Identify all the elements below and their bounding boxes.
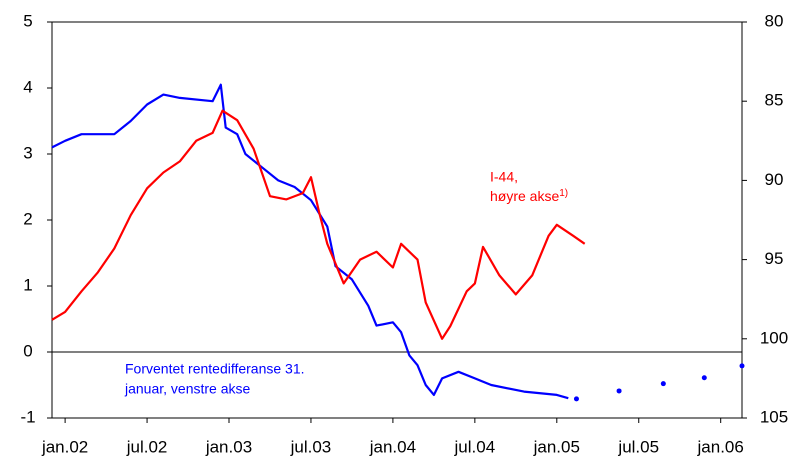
y-tick-label: 5 — [23, 11, 32, 30]
series-line — [51, 109, 586, 340]
x-tick-label: jan.03 — [205, 437, 252, 456]
forecast-dot — [573, 396, 579, 402]
y-tick-label: 0 — [23, 341, 32, 360]
y2-tick-label: 105 — [760, 407, 788, 426]
y-tick-label: 1 — [23, 275, 32, 294]
forecast-dot — [701, 375, 707, 381]
y-tick-label: 2 — [23, 209, 32, 228]
forecast-dot — [616, 388, 622, 394]
y2-tick-label: 85 — [765, 91, 784, 110]
y-tick-label: 3 — [23, 143, 32, 162]
y2-tick-label: 95 — [765, 249, 784, 268]
x-tick-label: jan.04 — [369, 437, 416, 456]
x-tick-label: jul.03 — [290, 437, 332, 456]
x-tick-label: jan.05 — [533, 437, 580, 456]
x-tick-label: jul.02 — [126, 437, 168, 456]
annotation: høyre akse1) — [490, 188, 568, 204]
y2-tick-label: 100 — [760, 328, 788, 347]
annotation: januar, venstre akse — [124, 381, 251, 397]
x-tick-label: jan.06 — [697, 437, 744, 456]
forecast-dot — [660, 381, 666, 387]
x-tick-label: jul.04 — [454, 437, 496, 456]
annotation: høyre akse — [490, 188, 559, 204]
series-line — [51, 83, 569, 400]
annotation: I-44, — [490, 169, 518, 185]
y2-tick-label: 90 — [765, 170, 784, 189]
forecast-dot — [739, 363, 745, 369]
y-tick-label: -1 — [20, 407, 35, 426]
x-tick-label: jul.05 — [617, 437, 659, 456]
y-tick-label: 4 — [23, 77, 32, 96]
plot-frame — [51, 21, 743, 419]
annotation: Forventet rentedifferanse 31. — [125, 361, 305, 377]
annotation: 1) — [559, 188, 568, 199]
y2-tick-label: 80 — [765, 11, 784, 30]
x-tick-label: jan.02 — [41, 437, 88, 456]
